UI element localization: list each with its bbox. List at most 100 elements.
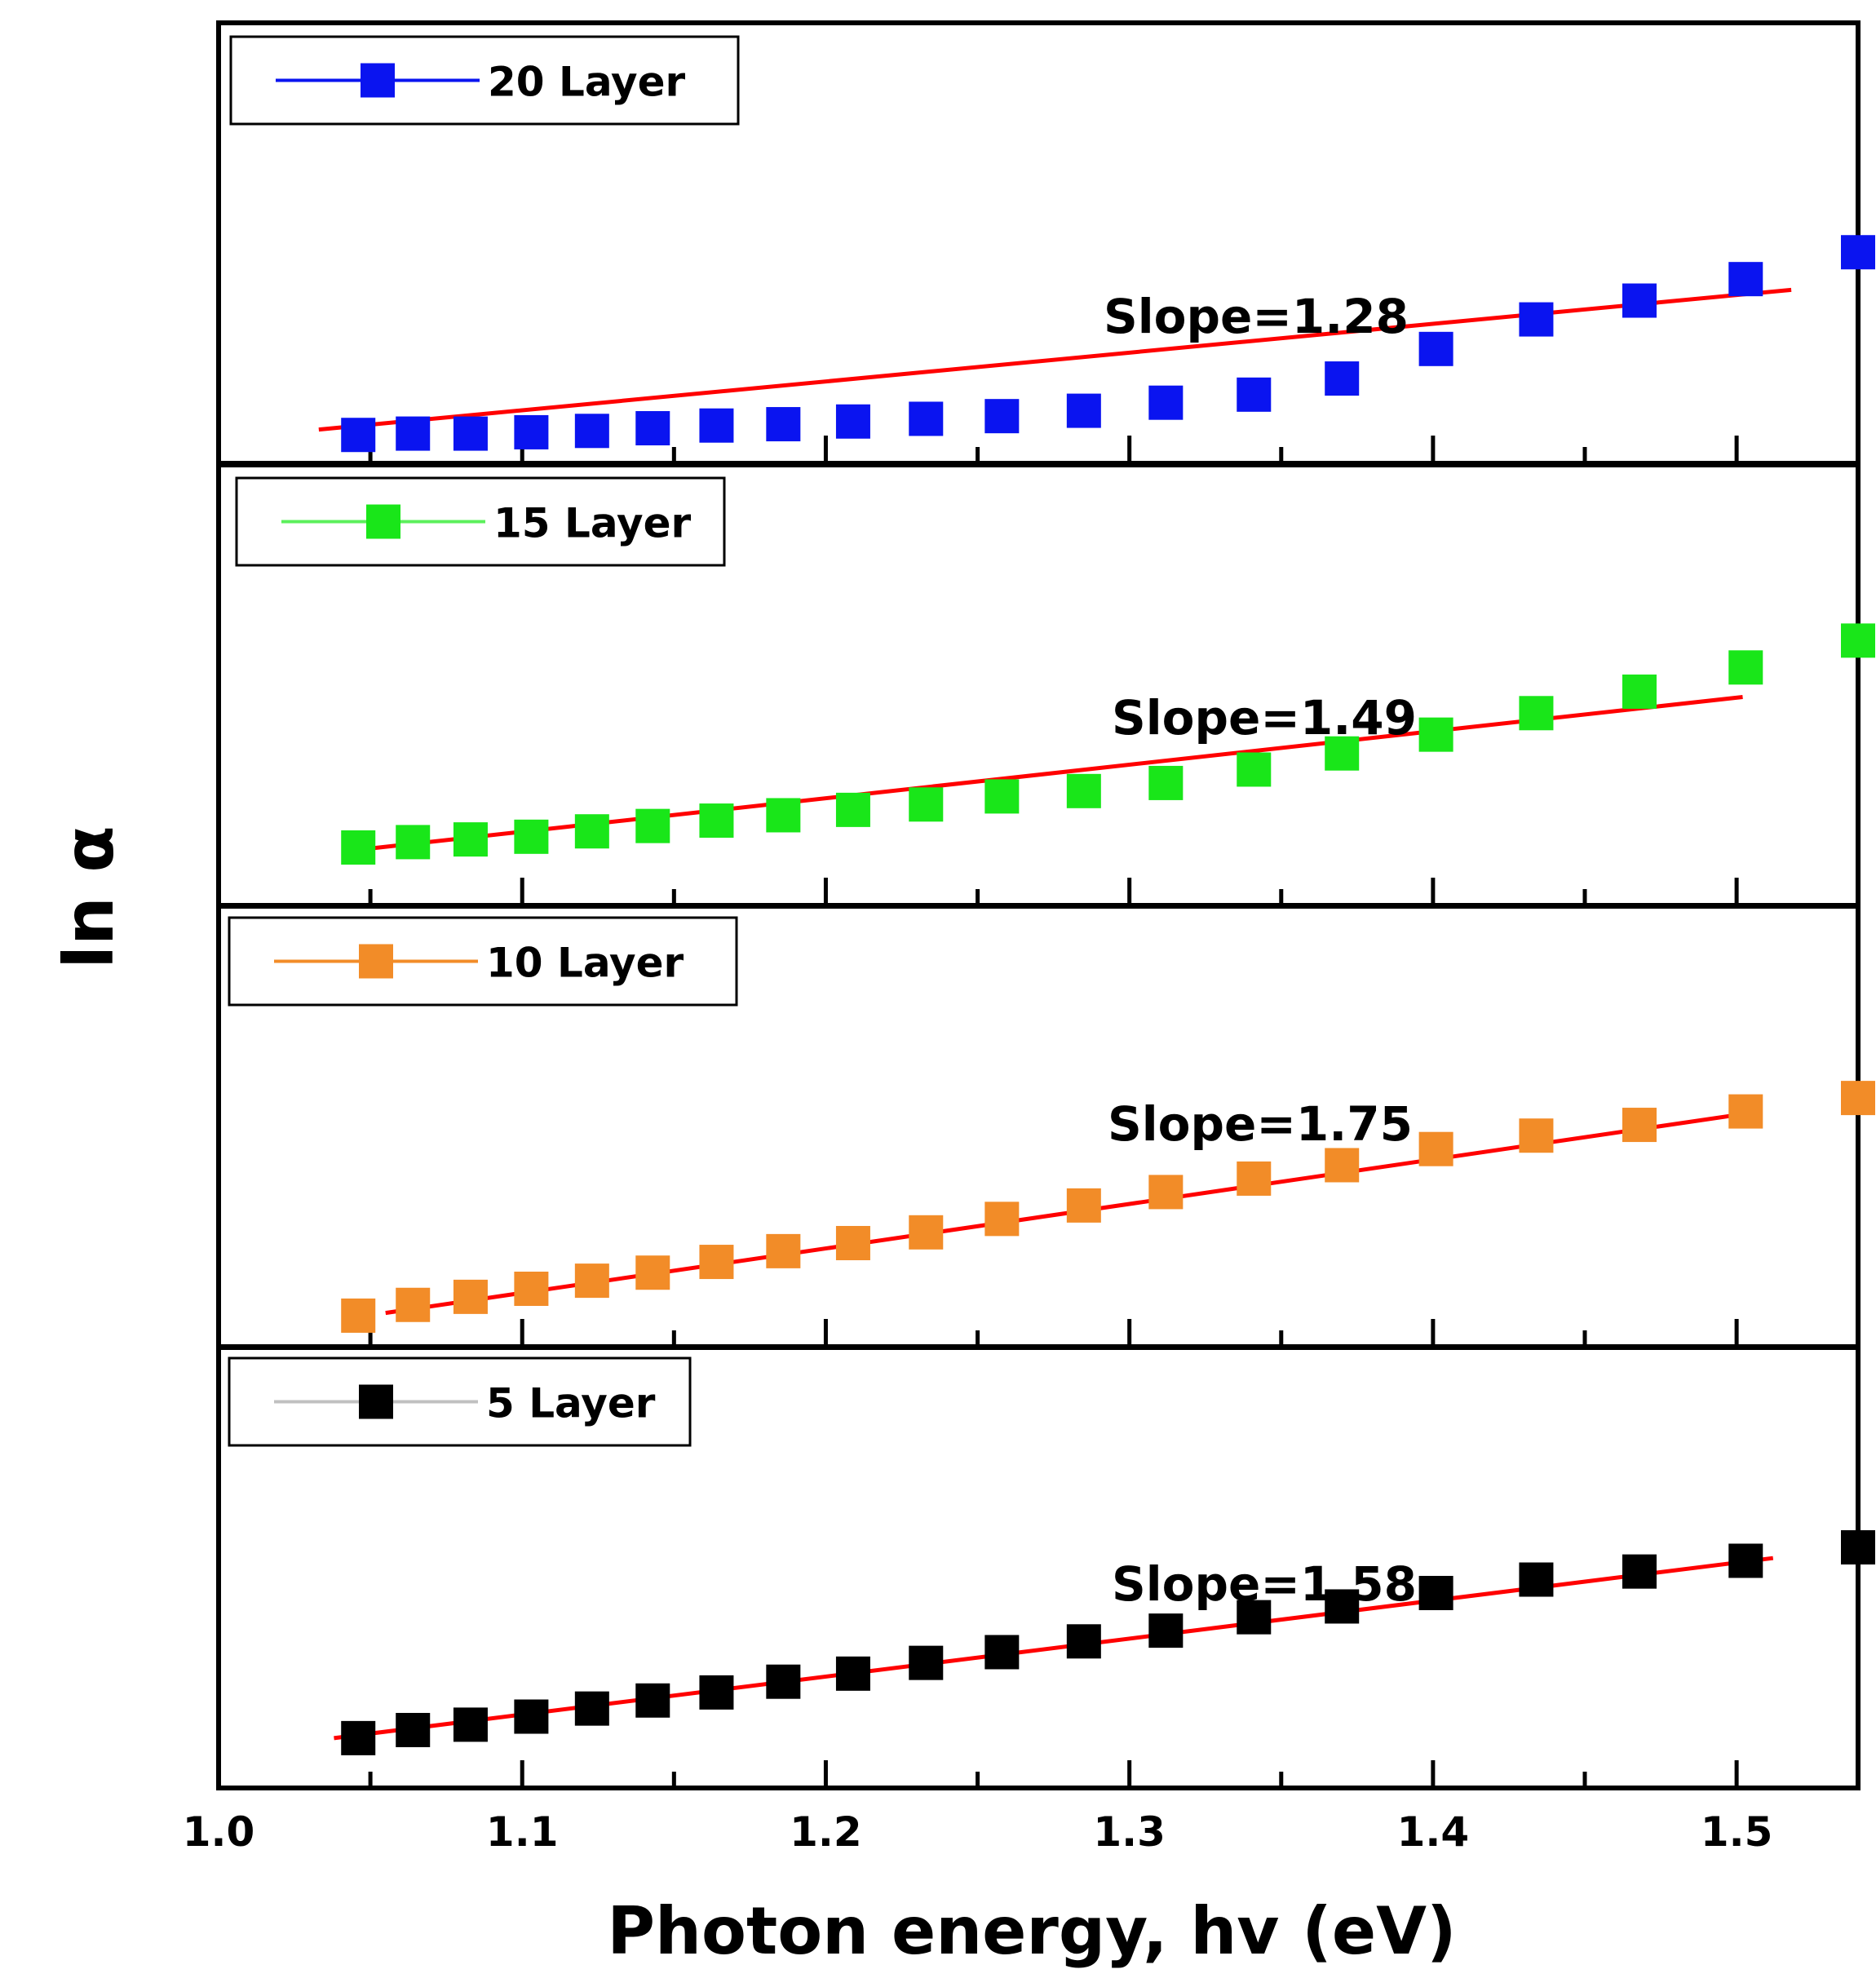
data-point [635, 808, 670, 843]
data-point [1728, 650, 1763, 685]
data-point [909, 1645, 944, 1680]
data-point [574, 414, 609, 449]
data-point [909, 401, 944, 436]
legend-label: 20 Layer [488, 59, 686, 106]
data-point [984, 779, 1020, 814]
x-tick-label: 1.1 [486, 1808, 559, 1856]
legend-marker [361, 63, 395, 98]
data-point [984, 1201, 1020, 1237]
data-point [984, 399, 1020, 434]
fit-line [318, 287, 1792, 432]
panel-2: Slope=1.49 15 Layer [216, 462, 1875, 908]
data-point [909, 1215, 944, 1250]
data-point [1066, 393, 1101, 428]
legend: 20 Layer [229, 35, 740, 126]
data-point [909, 787, 944, 822]
data-point [1728, 1094, 1763, 1129]
data-point [1622, 283, 1657, 318]
x-tick-label: 1.4 [1397, 1808, 1470, 1856]
data-point [341, 830, 376, 865]
x-tick-label: 1.5 [1701, 1808, 1773, 1856]
data-point [574, 814, 609, 849]
data-point [766, 798, 801, 833]
panel-frame [216, 1345, 1861, 1790]
legend: 15 Layer [235, 476, 726, 567]
data-point [835, 792, 870, 827]
data-point [766, 407, 801, 442]
data-point [396, 825, 431, 860]
data-point [1148, 1175, 1184, 1210]
data-point [835, 1656, 870, 1691]
data-point [1325, 361, 1360, 396]
data-point [1841, 623, 1875, 658]
slope-annotation: Slope=1.75 [1108, 1096, 1413, 1152]
data-point [1519, 1562, 1554, 1597]
data-point [1519, 696, 1554, 731]
data-point [1418, 1131, 1453, 1166]
legend-marker [359, 944, 393, 979]
data-point [1418, 1575, 1453, 1610]
legend-label: 5 Layer [486, 1380, 656, 1427]
data-point [1237, 1161, 1272, 1196]
data-point [341, 418, 376, 453]
data-point [574, 1263, 609, 1299]
slope-annotation: Slope=1.49 [1112, 690, 1417, 746]
panel-4: Slope=1.58 5 Layer [216, 1345, 1875, 1790]
slope-annotation: Slope=1.28 [1104, 289, 1409, 344]
data-point [396, 416, 431, 451]
data-point [1237, 752, 1272, 787]
data-point [514, 819, 549, 854]
fit-line [334, 1556, 1774, 1741]
data-point [766, 1233, 801, 1268]
data-point [514, 1271, 549, 1306]
data-point [1148, 1613, 1184, 1648]
data-point [1519, 302, 1554, 337]
data-point [635, 1683, 670, 1718]
data-point [1325, 1589, 1360, 1624]
data-point [1148, 385, 1184, 420]
data-point [635, 1255, 670, 1290]
legend-marker [366, 504, 400, 539]
data-point [1728, 1543, 1763, 1578]
data-point [1622, 1108, 1657, 1143]
panel-3: Slope=1.75 10 Layer [216, 904, 1875, 1349]
data-point [699, 408, 734, 443]
data-point [699, 803, 734, 839]
data-point [574, 1691, 609, 1726]
data-point [341, 1298, 376, 1333]
data-point [1418, 331, 1453, 366]
legend: 5 Layer [228, 1356, 692, 1447]
data-point [453, 416, 488, 451]
data-point [514, 414, 549, 449]
data-point [396, 1712, 431, 1747]
data-point [1066, 1624, 1101, 1659]
data-point [699, 1245, 734, 1280]
data-point [1622, 1554, 1657, 1589]
data-point [766, 1664, 801, 1699]
data-point [1519, 1118, 1554, 1153]
x-tick-label: 1.2 [790, 1808, 862, 1856]
data-point [635, 410, 670, 445]
data-point [396, 1287, 431, 1322]
slope-annotation: Slope=1.58 [1112, 1556, 1417, 1612]
data-point [1325, 1148, 1360, 1183]
data-point [984, 1635, 1020, 1670]
data-point [1148, 765, 1184, 800]
legend-label: 15 Layer [493, 500, 692, 547]
data-point [1841, 1529, 1875, 1564]
legend-label: 10 Layer [486, 940, 684, 987]
data-point [1237, 377, 1272, 412]
x-axis-title: Photon energy, hv (eV) [607, 1893, 1456, 1969]
data-point [835, 1225, 870, 1260]
x-tick-label: 1.0 [183, 1808, 255, 1856]
panel-1: Slope=1.28 20 Layer [216, 20, 1875, 466]
data-point [1066, 773, 1101, 808]
data-point [453, 1279, 488, 1314]
data-point [514, 1699, 549, 1734]
data-point [1237, 1600, 1272, 1635]
data-point [1418, 717, 1453, 752]
data-point [835, 404, 870, 439]
data-point [1066, 1188, 1101, 1223]
